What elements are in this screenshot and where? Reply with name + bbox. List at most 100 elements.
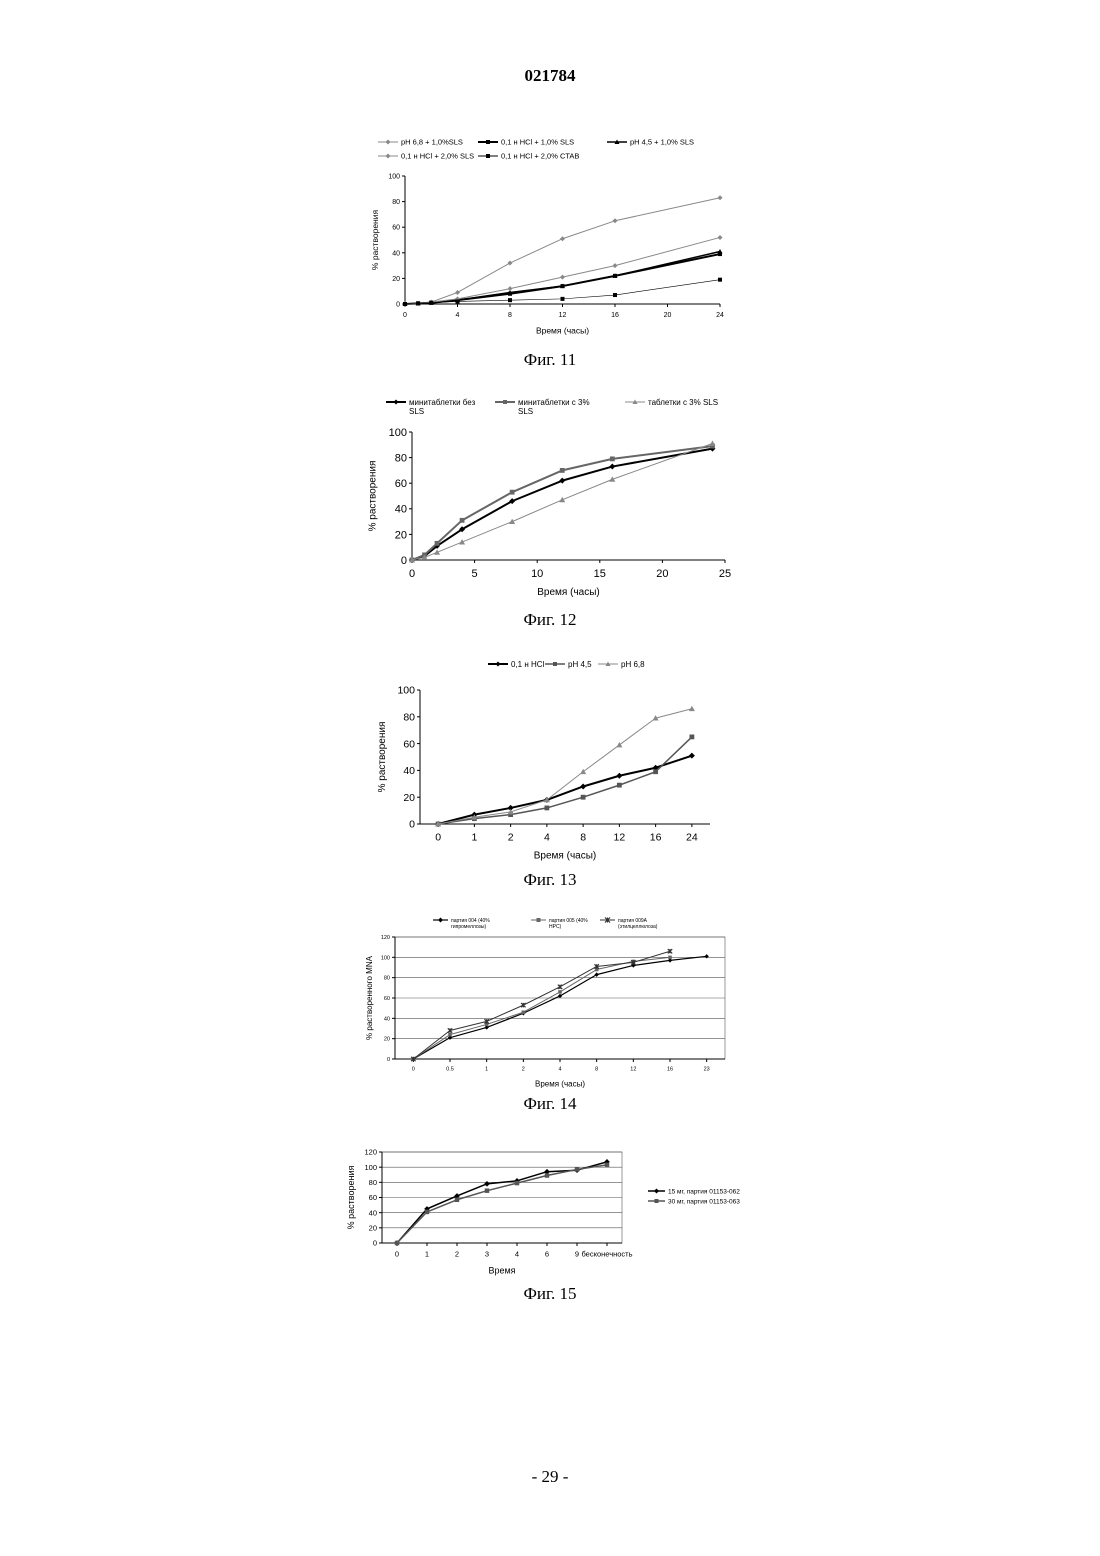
data-point — [718, 195, 723, 200]
x-axis-label: Время (часы) — [534, 851, 596, 862]
x-tick-label: 12 — [559, 312, 567, 319]
figure-15-caption: Фиг. 15 — [0, 1284, 1100, 1304]
legend-item: pH 4,5 + 1,0% SLS — [607, 138, 694, 147]
data-point — [435, 541, 440, 546]
x-tick-label: 12 — [614, 832, 626, 844]
y-tick-label: 80 — [384, 976, 390, 982]
legend-item: 0,1 н HCl + 1,0% SLS — [478, 138, 574, 147]
figure-12-caption: Фиг. 12 — [0, 610, 1100, 630]
x-axis-label: Время — [488, 1266, 515, 1276]
data-point — [689, 735, 694, 740]
legend-label: 0,1 н HCl + 1,0% SLS — [501, 138, 574, 147]
data-point — [668, 956, 672, 960]
data-point — [455, 290, 460, 295]
legend-item: 0,1 н HCl — [488, 660, 545, 669]
x-tick-label: 25 — [719, 568, 731, 580]
data-point — [386, 140, 391, 145]
data-series — [403, 195, 723, 306]
data-point — [704, 954, 708, 958]
figure-13-caption: Фиг. 13 — [0, 870, 1100, 890]
y-axis-label: % растворения — [370, 210, 380, 271]
data-point — [425, 1210, 429, 1214]
legend-label: 15 мг, партия 01153-062 — [668, 1188, 740, 1195]
x-tick-label: 1 — [471, 832, 477, 844]
legend-label: pH 6,8 + 1,0%SLS — [401, 138, 463, 147]
y-tick-label: 20 — [395, 529, 407, 541]
data-point — [558, 990, 562, 994]
data-point — [510, 490, 515, 495]
data-point — [429, 301, 433, 305]
legend-item: минитаблетки безSLS — [386, 398, 476, 416]
data-point — [655, 1199, 659, 1203]
y-axis-label: % растворения — [346, 1166, 356, 1230]
x-tick-label: 2 — [455, 1250, 459, 1259]
data-point — [394, 400, 399, 405]
x-tick-label: 16 — [611, 312, 619, 319]
y-tick-label: 80 — [392, 199, 400, 206]
x-tick-label: 6 — [545, 1250, 549, 1259]
page-number: - 29 - — [0, 1467, 1100, 1487]
data-point — [559, 497, 565, 502]
data-point — [456, 299, 460, 303]
legend-label: 0,1 н HCl + 2,0% CTAB — [501, 152, 579, 161]
figure-13-chart: 02040608010001248121624Время (часы)% рас… — [0, 652, 1100, 866]
x-tick-label: 0 — [412, 1067, 415, 1073]
legend-item: 0,1 н HCl + 2,0% CTAB — [478, 152, 579, 161]
y-axis-label: % растворения — [377, 722, 388, 793]
x-tick-label: 0 — [435, 832, 441, 844]
data-point — [654, 1189, 659, 1194]
data-point — [560, 275, 565, 280]
data-point — [718, 278, 722, 282]
y-tick-label: 100 — [364, 1163, 377, 1172]
x-tick-label: 2 — [508, 832, 514, 844]
data-point — [486, 140, 490, 144]
y-tick-label: 60 — [384, 996, 390, 1002]
legend-item: таблетки с 3% SLS — [625, 398, 718, 407]
x-tick-label: 16 — [650, 832, 662, 844]
y-tick-label: 80 — [369, 1178, 377, 1187]
x-tick-label: 23 — [704, 1067, 710, 1073]
data-point — [560, 236, 565, 241]
data-point — [575, 1167, 579, 1171]
legend-label: минитаблетки с 3% — [518, 398, 590, 407]
x-tick-label: 9 — [575, 1250, 579, 1259]
legend-label: 0,1 н HCl — [511, 660, 545, 669]
series-line — [397, 1162, 607, 1243]
legend-item: партия 004 (40%гипромеллозы) — [433, 918, 490, 930]
data-point — [610, 456, 615, 461]
legend-label: 30 мг, партия 01153-063 — [668, 1198, 740, 1205]
x-tick-label: 10 — [531, 568, 543, 580]
data-series — [411, 954, 709, 1061]
data-point — [496, 662, 501, 667]
y-tick-label: 100 — [397, 685, 415, 697]
legend-label: HPC) — [549, 924, 562, 930]
data-point — [395, 1241, 399, 1245]
x-tick-label: 3 — [485, 1250, 489, 1259]
x-tick-label: 20 — [656, 568, 668, 580]
figure-11-caption: Фиг. 11 — [0, 350, 1100, 370]
x-tick-label: 4 — [456, 312, 460, 319]
x-tick-label: 0.5 — [446, 1067, 454, 1073]
data-point — [613, 263, 618, 268]
data-point — [558, 985, 562, 989]
figure-14-chart: 02040608010012000.51248121623Время (часы… — [0, 910, 1100, 1094]
y-tick-label: 40 — [403, 765, 415, 777]
x-tick-label: 8 — [508, 312, 512, 319]
x-tick-label: 8 — [580, 832, 586, 844]
x-tick-label: 20 — [664, 312, 672, 319]
y-axis-label: % растворения — [368, 461, 379, 532]
data-point — [580, 769, 586, 774]
x-tick-label: 1 — [425, 1250, 429, 1259]
data-point — [460, 518, 465, 523]
y-tick-label: 20 — [369, 1223, 377, 1232]
legend-label: pH 4,5 + 1,0% SLS — [630, 138, 694, 147]
data-point — [438, 918, 443, 923]
data-point — [559, 478, 565, 484]
legend-label: (этилцеллюлоза) — [618, 924, 658, 930]
figure-12-chart: 0204060801000510152025Время (часы)% раст… — [0, 392, 1100, 608]
data-point — [521, 1003, 525, 1007]
x-tick-label: 1 — [485, 1067, 488, 1073]
data-point — [545, 1173, 549, 1177]
data-point — [522, 1010, 526, 1014]
legend-item: pH 6,8 + 1,0%SLS — [378, 138, 463, 147]
